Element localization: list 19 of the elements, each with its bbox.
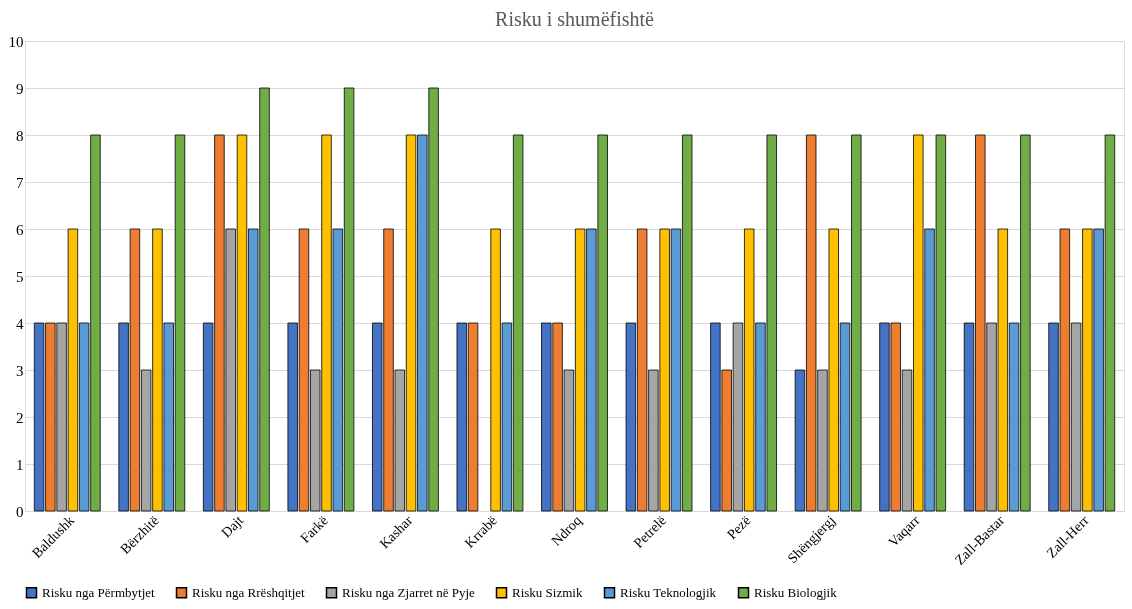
legend-label: Risku Teknologjik: [620, 584, 717, 600]
legend-label: Risku nga Rrëshqitjet: [192, 584, 306, 600]
y-tick-label: 10: [8, 33, 24, 50]
y-tick-label: 4: [16, 315, 24, 332]
y-tick-label: 7: [16, 174, 24, 191]
y-tick-label: 2: [16, 409, 24, 426]
y-tick-label: 8: [16, 127, 24, 144]
y-tick-label: 9: [16, 80, 24, 97]
legend-label: Risku nga Zjarret në Pyje: [342, 584, 476, 600]
legend-label: Risku Sizmik: [512, 584, 583, 600]
y-tick-label: 5: [16, 268, 24, 285]
chart-title: Risku i shumëfishtë: [495, 8, 655, 30]
y-tick-label: 0: [16, 503, 24, 520]
y-tick-label: 3: [16, 362, 24, 379]
x-tick-label: Dajt: [218, 512, 247, 541]
legend-label: Risku Biologjik: [754, 584, 838, 600]
y-tick-label: 1: [16, 456, 24, 473]
y-tick-label: 6: [16, 221, 24, 238]
legend-label: Risku nga Përmbytjet: [42, 584, 156, 600]
